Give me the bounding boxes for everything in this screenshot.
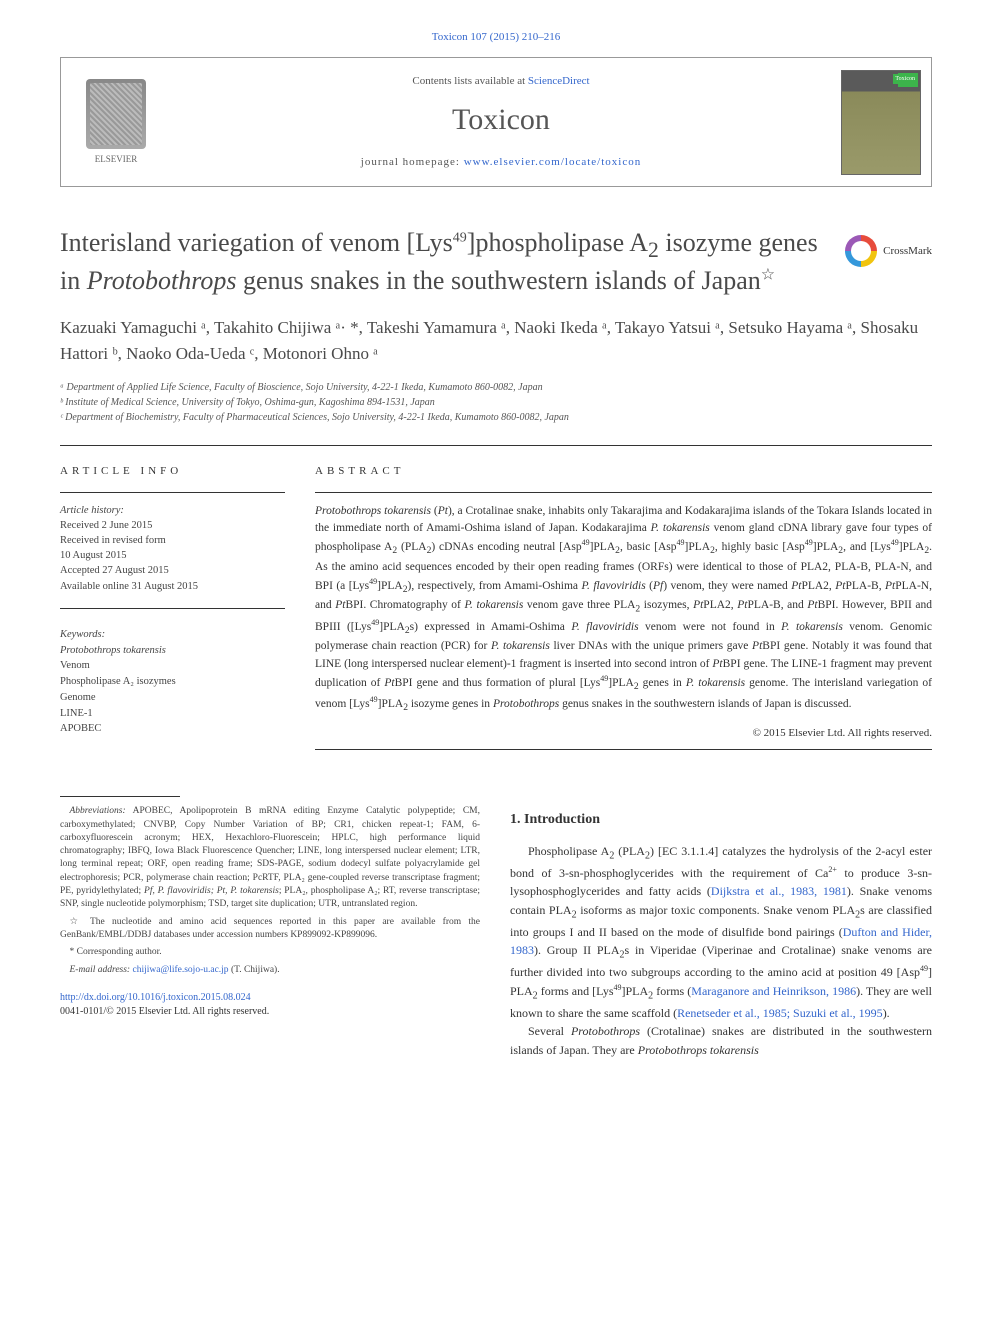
journal-cover-image: Toxicon bbox=[841, 70, 921, 175]
abstract-body: Protobothrops tokarensis (Pt), a Crotali… bbox=[315, 503, 932, 716]
citation-line: Toxicon 107 (2015) 210–216 bbox=[60, 30, 932, 45]
keywords-block: Keywords: Protobothrops tokarensis Venom… bbox=[60, 627, 285, 737]
footnotes: Abbreviations: APOBEC, Apolipoprotein B … bbox=[60, 805, 480, 977]
keyword-4: LINE-1 bbox=[60, 706, 285, 722]
doi-block: http://dx.doi.org/10.1016/j.toxicon.2015… bbox=[60, 991, 480, 1019]
available-date: Available online 31 August 2015 bbox=[60, 579, 285, 594]
data-availability-footnote: ☆ The nucleotide and amino acid sequence… bbox=[60, 916, 480, 943]
issn-copyright: 0041-0101/© 2015 Elsevier Ltd. All right… bbox=[60, 1006, 269, 1017]
email-footnote: E-mail address: chijiwa@life.sojo-u.ac.j… bbox=[60, 964, 480, 977]
revised-date: 10 August 2015 bbox=[60, 548, 285, 563]
revised-label: Received in revised form bbox=[60, 533, 285, 548]
sciencedirect-link[interactable]: ScienceDirect bbox=[528, 75, 590, 87]
keyword-0: Protobothrops tokarensis bbox=[60, 643, 285, 659]
introduction-body: Phospholipase A2 (PLA2) [EC 3.1.1.4] cat… bbox=[510, 842, 932, 1060]
abstract-copyright: © 2015 Elsevier Ltd. All rights reserved… bbox=[315, 726, 932, 741]
received-date: Received 2 June 2015 bbox=[60, 518, 285, 533]
accepted-date: Accepted 27 August 2015 bbox=[60, 563, 285, 578]
keywords-label: Keywords: bbox=[60, 627, 285, 643]
journal-homepage-line: journal homepage: www.elsevier.com/locat… bbox=[361, 155, 641, 170]
intro-paragraph-1: Phospholipase A2 (PLA2) [EC 3.1.1.4] cat… bbox=[510, 842, 932, 1023]
contents-available-line: Contents lists available at ScienceDirec… bbox=[412, 74, 589, 89]
publisher-name: ELSEVIER bbox=[95, 153, 138, 166]
affiliation-a: ᵃ Department of Applied Life Science, Fa… bbox=[60, 380, 932, 395]
info-divider bbox=[60, 492, 285, 493]
elsevier-tree-icon bbox=[86, 79, 146, 149]
crossmark-label: CrossMark bbox=[883, 244, 932, 259]
authors-line: Kazuaki Yamaguchi ᵃ, Takahito Chijiwa ᵃ·… bbox=[60, 315, 932, 366]
crossmark-widget[interactable]: CrossMark bbox=[845, 227, 932, 267]
abbreviations-footnote: Abbreviations: APOBEC, Apolipoprotein B … bbox=[60, 805, 480, 911]
affiliation-b: ᵇ Institute of Medical Science, Universi… bbox=[60, 395, 932, 410]
doi-link[interactable]: http://dx.doi.org/10.1016/j.toxicon.2015… bbox=[60, 992, 251, 1003]
footnote-divider bbox=[60, 796, 180, 797]
abstract-divider bbox=[315, 492, 932, 493]
corresponding-email-link[interactable]: chijiwa@life.sojo-u.ac.jp bbox=[132, 965, 228, 975]
intro-paragraph-2: Several Protobothrops (Crotalinae) snake… bbox=[510, 1022, 932, 1059]
article-info-heading: ARTICLE INFO bbox=[60, 464, 285, 479]
section-divider bbox=[60, 445, 932, 446]
corresponding-author-footnote: * Corresponding author. bbox=[60, 946, 480, 959]
homepage-prefix: journal homepage: bbox=[361, 156, 464, 168]
keywords-divider bbox=[60, 608, 285, 609]
history-label: Article history: bbox=[60, 503, 285, 518]
cover-label: Toxicon bbox=[893, 74, 917, 84]
affiliations: ᵃ Department of Applied Life Science, Fa… bbox=[60, 380, 932, 425]
publisher-logo: ELSEVIER bbox=[61, 58, 171, 186]
article-title: Interisland variegation of venom [Lys49]… bbox=[60, 227, 845, 297]
journal-homepage-link[interactable]: www.elsevier.com/locate/toxicon bbox=[464, 156, 642, 168]
keyword-3: Genome bbox=[60, 690, 285, 706]
journal-cover: Toxicon bbox=[831, 58, 931, 186]
introduction-heading: 1. Introduction bbox=[510, 810, 932, 830]
crossmark-icon bbox=[845, 235, 877, 267]
journal-name: Toxicon bbox=[452, 99, 550, 141]
keyword-5: APOBEC bbox=[60, 721, 285, 737]
keyword-2: Phospholipase A₂ isozymes bbox=[60, 674, 285, 690]
keyword-1: Venom bbox=[60, 658, 285, 674]
journal-header: ELSEVIER Contents lists available at Sci… bbox=[60, 57, 932, 187]
contents-prefix: Contents lists available at bbox=[412, 75, 527, 87]
abstract-end-divider bbox=[315, 749, 932, 750]
article-history: Article history: Received 2 June 2015 Re… bbox=[60, 503, 285, 594]
abstract-heading: ABSTRACT bbox=[315, 464, 932, 479]
affiliation-c: ᶜ Department of Biochemistry, Faculty of… bbox=[60, 410, 932, 425]
